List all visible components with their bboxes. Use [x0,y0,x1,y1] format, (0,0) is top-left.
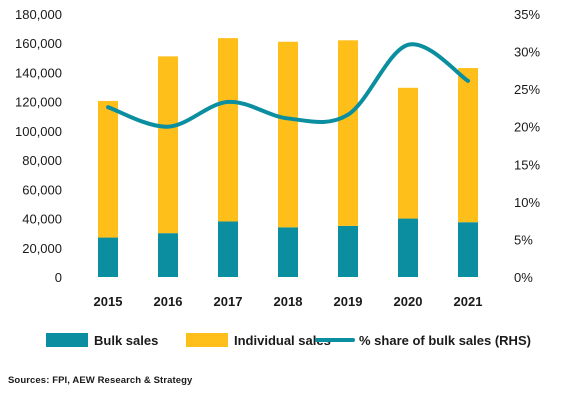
individual-sales-bar [278,42,298,228]
y-tick-label: 40,000 [22,212,62,227]
bulk-sales-bar [398,219,418,277]
x-tick-label: 2017 [214,294,243,309]
bulk-sales-bar [278,227,298,277]
y-tick-label: 180,000 [15,7,62,22]
bulk-sales-bar [218,221,238,277]
source-note: Sources: FPI, AEW Research & Strategy [8,375,192,386]
individual-sales-bar [458,68,478,222]
y2-tick-label: 35% [514,7,540,22]
legend-swatch [46,333,88,347]
individual-sales-bar [218,38,238,221]
x-tick-label: 2019 [334,294,363,309]
individual-sales-bar [398,88,418,219]
x-tick-label: 2016 [154,294,183,309]
y-tick-label: 0 [55,270,62,285]
y2-tick-label: 25% [514,82,540,97]
legend-label: Bulk sales [94,333,158,348]
x-tick-label: 2018 [274,294,303,309]
y2-tick-label: 0% [514,270,533,285]
y2-tick-label: 30% [514,45,540,60]
bulk-sales-bar [338,226,358,277]
y2-tick-label: 10% [514,195,540,210]
y-tick-label: 100,000 [15,124,62,139]
y2-tick-label: 20% [514,120,540,135]
y-tick-label: 140,000 [15,65,62,80]
bulk-sales-bar [158,233,178,277]
x-tick-label: 2021 [454,294,483,309]
individual-sales-bar [98,101,118,238]
y-tick-label: 60,000 [22,182,62,197]
y2-tick-label: 5% [514,232,533,247]
y-tick-label: 20,000 [22,241,62,256]
y-tick-label: 160,000 [15,36,62,51]
x-tick-label: 2020 [394,294,423,309]
legend-label: % share of bulk sales (RHS) [359,333,531,348]
y2-tick-label: 15% [514,157,540,172]
bars-layer [98,38,478,277]
left-axis-ticks: 0 20,000 40,000 60,000 80,000 100,000 120,000 1… [15,7,62,285]
bulk-sales-bar [98,238,118,277]
individual-sales-bar [338,40,358,226]
individual-sales-bar [158,56,178,233]
legend-swatch [186,333,228,347]
y-tick-label: 80,000 [22,153,62,168]
y-tick-label: 120,000 [15,95,62,110]
x-axis-labels: 2015 2016 2017 2018 2019 2020 2021 [94,294,483,309]
x-tick-label: 2015 [94,294,123,309]
right-axis-ticks: 0% 5% 10% 15% 20% 25% 30% 35% [514,7,540,285]
bulk-sales-bar [458,222,478,277]
